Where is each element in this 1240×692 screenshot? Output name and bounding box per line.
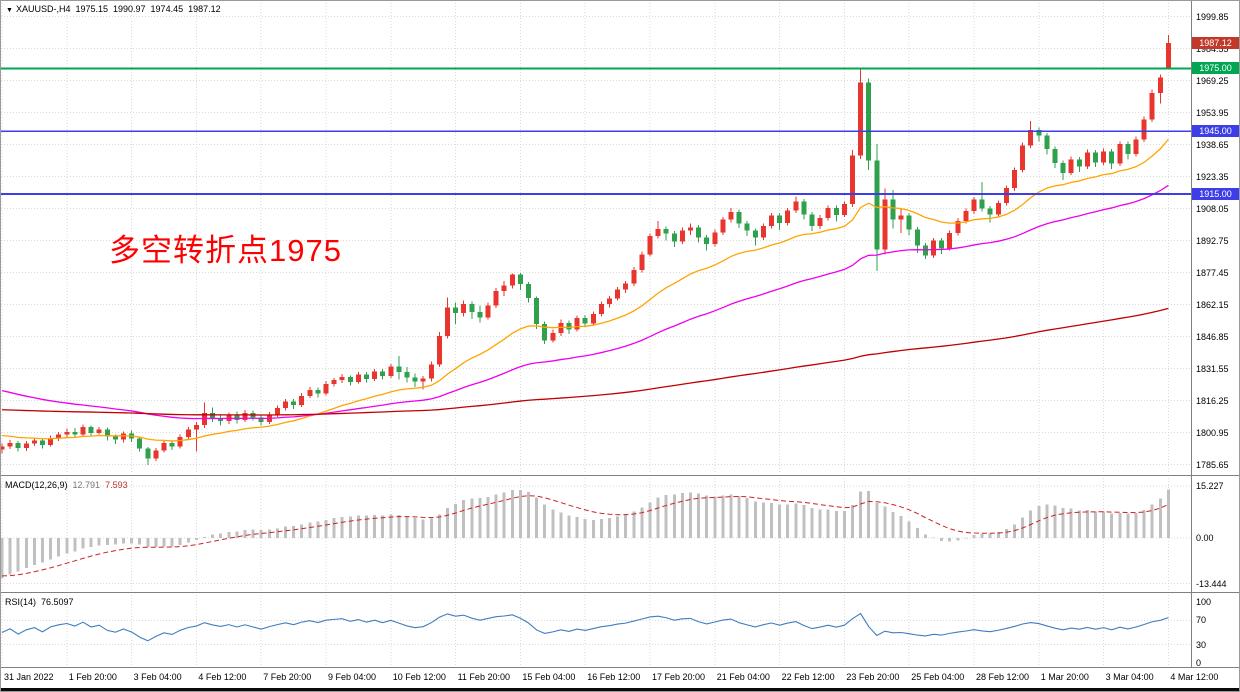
time-axis-label: 4 Feb 12:00 [198, 672, 247, 682]
ohlc-open: 1975.15 [75, 4, 108, 14]
price-tick-label: 1816.25 [1196, 395, 1229, 406]
rsi-scale-label: 70 [1196, 615, 1207, 626]
price-tick-label: 1908.05 [1196, 203, 1229, 214]
time-axis-label: 7 Feb 20:00 [263, 672, 312, 682]
time-axis-label: 22 Feb 12:00 [781, 672, 835, 682]
time-axis-label: 16 Feb 12:00 [587, 672, 641, 682]
macd-signal-line [1, 495, 1169, 577]
macd-main-value: 12.791 [72, 480, 101, 490]
macd-scale-label: 0.00 [1196, 532, 1214, 543]
time-axis-label: 10 Feb 12:00 [392, 672, 446, 682]
hline-price-badge[interactable]: 1915.00 [1192, 187, 1239, 200]
ohlc-low: 1974.45 [150, 4, 184, 14]
price-scale[interactable]: 1999.851984.551969.251953.951938.651923.… [1191, 1, 1239, 668]
current-price-badge[interactable]: 1987.12 [1192, 37, 1239, 50]
price-tick-label: 1953.95 [1196, 107, 1229, 118]
time-axis-label: 23 Feb 20:00 [846, 672, 900, 682]
rsi-value: 76.5097 [41, 597, 74, 607]
ma-fast-line [1, 138, 1169, 442]
time-axis-label: 4 Mar 12:00 [1170, 672, 1219, 682]
time-axis-label: 21 Feb 04:00 [716, 672, 770, 682]
macd-histogram [1, 489, 1170, 579]
time-axis-label: 3 Feb 04:00 [133, 672, 182, 682]
time-axis-label: 15 Feb 04:00 [522, 672, 576, 682]
rsi-scale-label: 100 [1196, 597, 1212, 607]
macd-indicator-label: MACD(12,26,9) 12.791 7.593 [5, 480, 133, 490]
price-tick-label: 1892.75 [1196, 235, 1229, 246]
chart-title: ▼ XAUUSD-,H4 1975.15 1990.97 1974.45 1987.12 [6, 4, 226, 14]
annotation-text[interactable]: 多空转折点1975 [109, 233, 342, 268]
bottom-strip [1, 688, 1239, 691]
macd-scale-label: -13.444 [1196, 578, 1227, 589]
triangle-marker-icon: ▼ [6, 7, 13, 14]
time-axis-label: 25 Feb 04:00 [911, 672, 965, 682]
time-axis-label: 9 Feb 04:00 [328, 672, 377, 682]
macd-scale-label: 15.227 [1196, 480, 1224, 491]
price-tick-label: 1923.35 [1196, 171, 1229, 182]
rsi-line [1, 612, 1169, 642]
symbol-period-label: XAUUSD-,H4 [15, 4, 71, 14]
time-axis-label: 17 Feb 20:00 [652, 672, 706, 682]
macd-name: MACD(12,26,9) [5, 480, 68, 490]
price-tick-label: 1938.65 [1196, 139, 1229, 150]
time-axis-label: 11 Feb 20:00 [457, 672, 510, 682]
ma-slow-line [1, 307, 1169, 416]
price-tick-label: 1877.45 [1196, 267, 1229, 278]
time-axis-label: 1 Feb 20:00 [68, 672, 117, 682]
price-tick-label: 1831.55 [1196, 363, 1229, 374]
time-axis-label: 28 Feb 12:00 [976, 672, 1030, 682]
grid-layer [1, 3, 1191, 666]
hline-price-badge[interactable]: 1975.00 [1192, 62, 1239, 75]
rsi-indicator-label: RSI(14) 76.5097 [5, 597, 79, 607]
macd-signal-value: 7.593 [105, 480, 128, 490]
time-axis-label: 3 Mar 04:00 [1105, 672, 1154, 682]
price-tick-label: 1999.85 [1196, 11, 1229, 22]
rsi-scale-label: 30 [1196, 639, 1207, 650]
time-axis[interactable]: 31 Jan 2022 1 Feb 20:00 3 Feb 04:00 4 Feb 1… [1, 668, 1239, 688]
price-tick-label: 1969.25 [1196, 75, 1229, 86]
hline-price-badge[interactable]: 1945.00 [1192, 125, 1239, 138]
candles-layer [1, 35, 1171, 466]
rsi-scale-label: 0 [1196, 658, 1202, 668]
price-tick-label: 1800.95 [1196, 427, 1229, 438]
price-tick-label: 1862.15 [1196, 299, 1229, 310]
price-tick-label: 1785.65 [1196, 459, 1229, 470]
time-axis-label: 31 Jan 2022 [4, 672, 54, 682]
time-axis-label: 1 Mar 20:00 [1040, 672, 1089, 682]
ohlc-high: 1990.97 [113, 4, 146, 14]
ohlc-close: 1987.12 [188, 4, 221, 14]
ma-medium-line [1, 184, 1169, 420]
price-tick-label: 1846.85 [1196, 331, 1229, 342]
rsi-name: RSI(14) [5, 597, 37, 607]
